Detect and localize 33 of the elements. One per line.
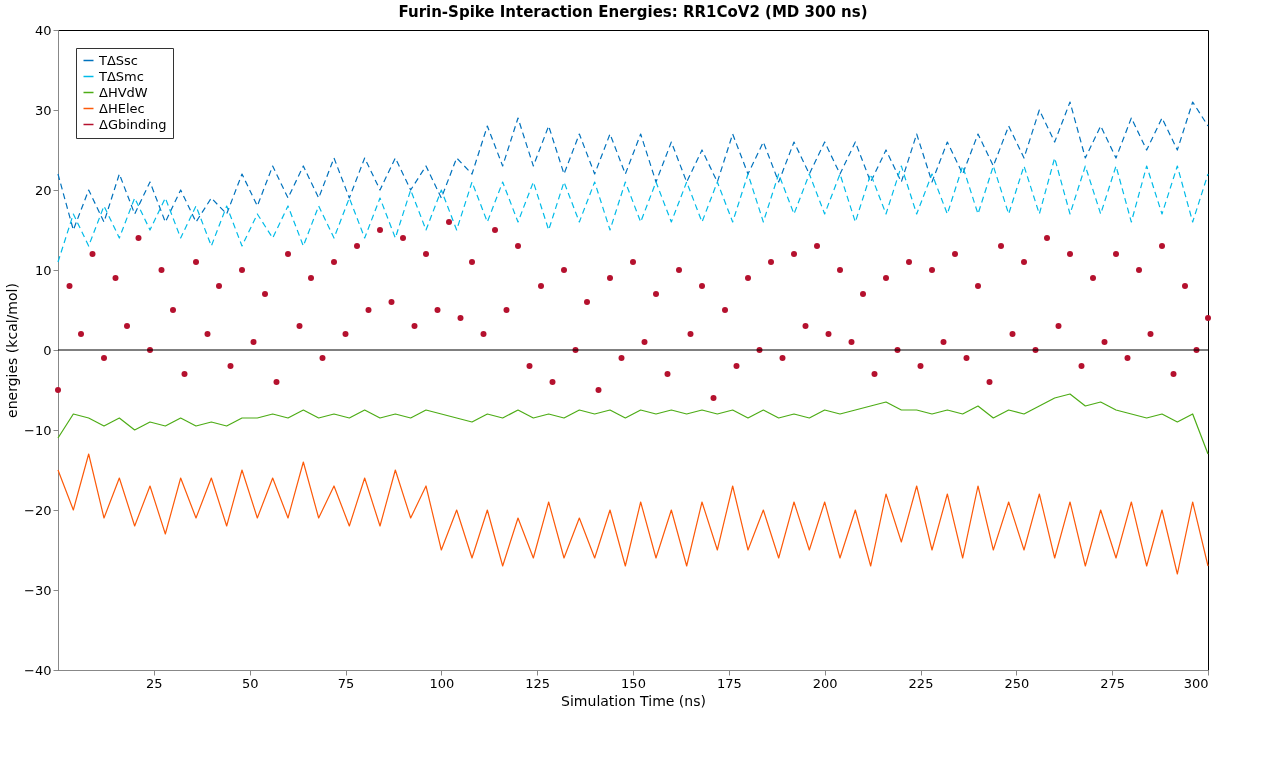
y-tick-label: −40 <box>24 662 52 678</box>
y-tick-label: 20 <box>34 182 52 198</box>
y-tick-label: 10 <box>34 262 52 278</box>
legend-label: TΔSmc <box>98 68 144 84</box>
y-tick-label: −30 <box>24 582 52 598</box>
legend-label: ΔGbinding <box>99 116 167 132</box>
y-tick-label: 0 <box>43 342 52 358</box>
y-tick-label: −20 <box>24 502 52 518</box>
x-tick-label: 200 <box>812 675 838 691</box>
y-tick-label: 40 <box>34 22 52 38</box>
line-series <box>57 393 1209 455</box>
x-tick-label: 100 <box>429 675 455 691</box>
legend-label: ΔHElec <box>99 100 145 116</box>
chart-title: Furin-Spike Interaction Energies: RR1CoV2 (MD 300 ns) <box>398 3 868 21</box>
line-series <box>57 453 1209 575</box>
x-tick-label: 125 <box>525 675 551 691</box>
y-tick-label: 30 <box>34 102 52 118</box>
legend-label: TΔSsc <box>98 52 139 68</box>
x-tick-label: 225 <box>908 675 934 691</box>
x-tick-label: 175 <box>716 675 742 691</box>
x-tick-label: 300 <box>1183 675 1209 691</box>
line-series <box>57 157 1209 263</box>
y-axis-title: energies (kcal/mol) <box>4 283 21 418</box>
x-tick-label: 50 <box>241 675 259 691</box>
x-tick-label: 250 <box>1004 675 1030 691</box>
legend-label: ΔHVdW <box>99 84 148 100</box>
y-tick-label: −10 <box>24 422 52 438</box>
x-tick-label: 25 <box>146 675 163 691</box>
x-tick-label: 150 <box>621 675 646 691</box>
x-tick-label: 275 <box>1100 675 1126 691</box>
line-series <box>57 101 1209 231</box>
x-tick-label: 75 <box>337 675 355 691</box>
x-axis-title: Simulation Time (ns) <box>561 692 706 709</box>
